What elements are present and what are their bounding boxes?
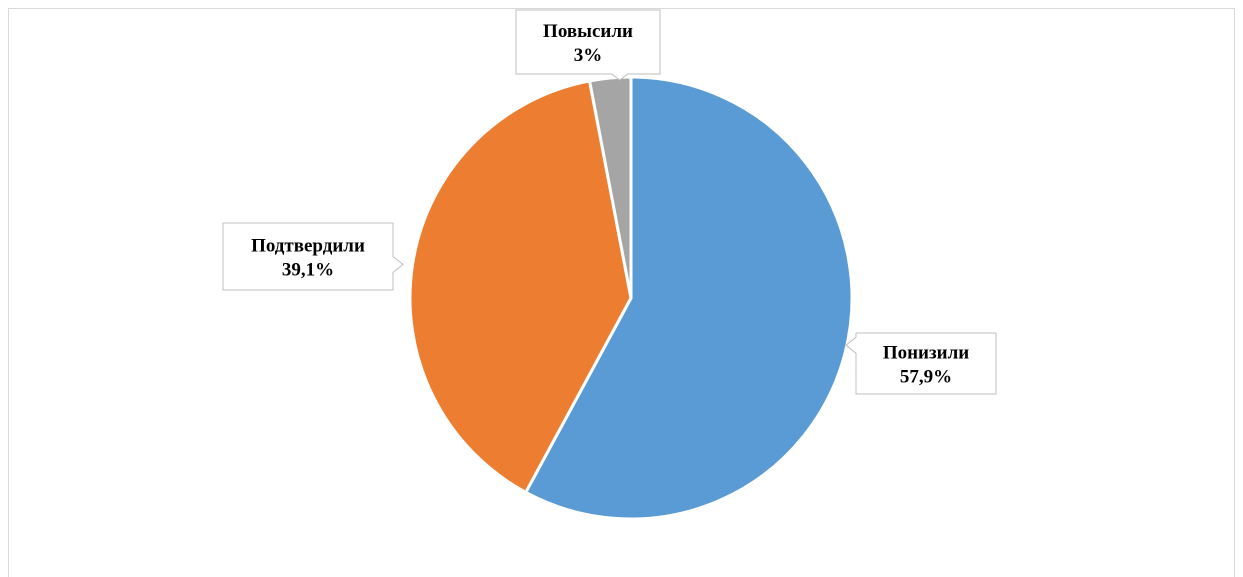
value-label: 3% [574,45,603,66]
callout-box [845,332,997,395]
value-label: 57,9% [900,367,952,388]
pie-slice-3 [588,75,633,300]
callout-box [222,222,404,291]
category-label: Повысили [543,21,633,42]
category-label: Понизили [883,343,969,364]
value-label: 39,1% [282,260,334,281]
callout-2: Подтвердили 39,1% [222,222,404,291]
callout-box [515,9,661,81]
data-label-callouts: Понизили 57,9% Подтвердили 39,1% Повысили 3% [222,9,997,395]
pie-slice-2 [408,79,633,494]
callout-1: Понизили 57,9% [845,332,997,395]
category-label: Подтвердили [251,236,365,257]
pie-slices [408,75,854,521]
chart-frame [8,8,1235,577]
pie-slice-1 [524,75,854,521]
callout-3: Повысили 3% [515,9,661,81]
